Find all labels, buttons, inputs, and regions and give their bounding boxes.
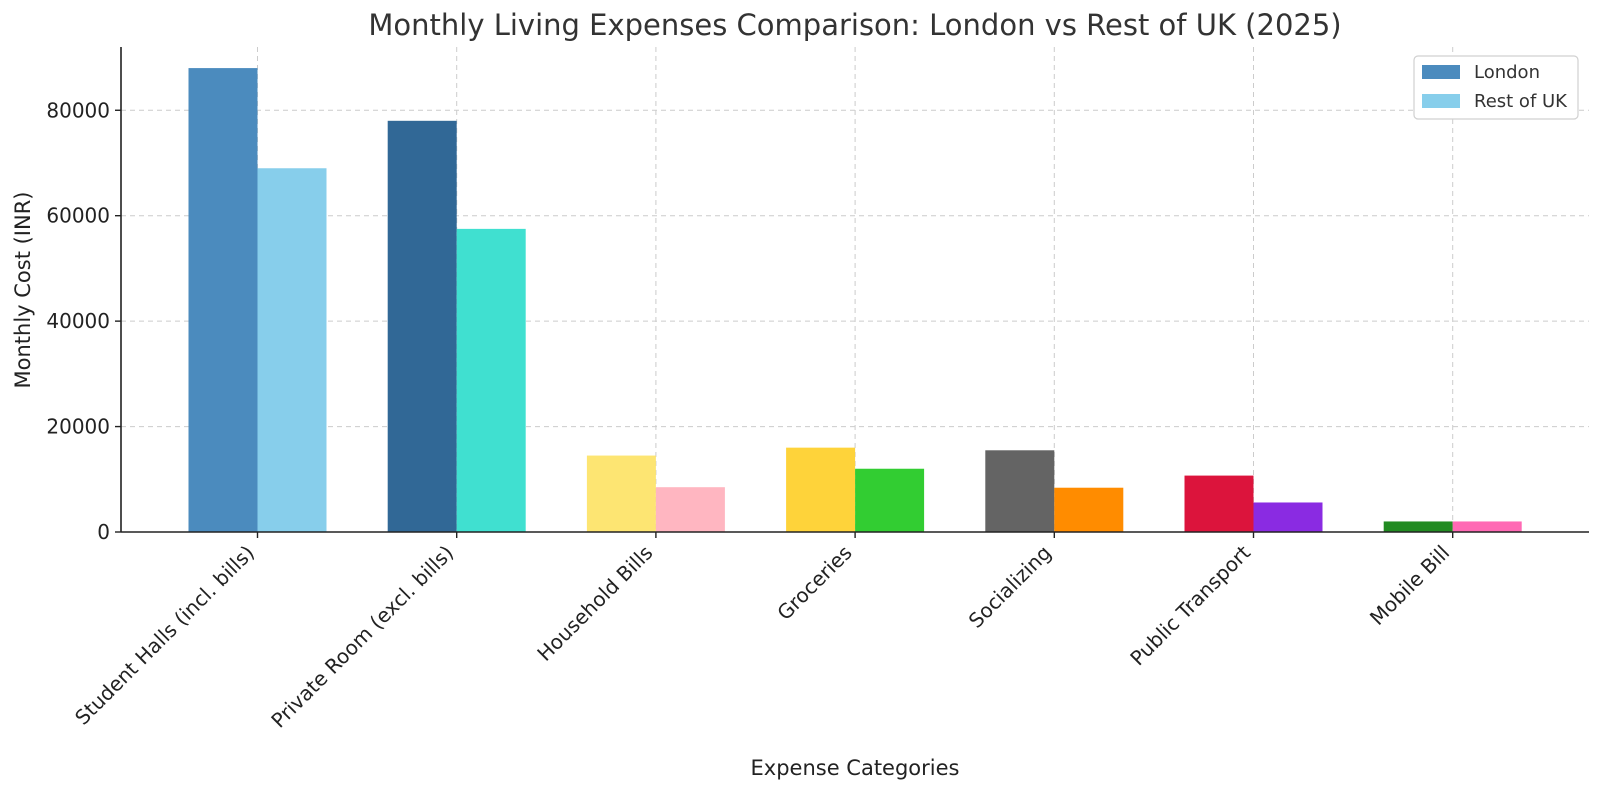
x-axis-title: Expense Categories — [751, 756, 960, 780]
y-tick-label: 20000 — [46, 415, 110, 439]
bar-london — [985, 450, 1055, 532]
grid-lines — [121, 47, 1589, 532]
x-tick-label: Public Transport — [1125, 540, 1255, 670]
y-tick-labels: 0 20000 40000 60000 80000 — [46, 98, 121, 544]
bar-london — [1184, 475, 1254, 532]
y-tick-label: 0 — [97, 520, 110, 544]
legend-label-rest-of-uk: Rest of UK — [1474, 91, 1568, 112]
x-tick-labels: Student Halls (incl. bills) Private Room … — [70, 532, 1454, 733]
chart-title: Monthly Living Expenses Comparison: Lond… — [368, 8, 1341, 42]
x-tick-label: Socializing — [964, 541, 1056, 633]
bar-london — [188, 68, 258, 532]
bar-rest-of-uk — [855, 468, 925, 532]
bar-rest-of-uk — [1452, 521, 1522, 532]
y-tick-label: 60000 — [46, 204, 110, 228]
bar-rest-of-uk — [257, 168, 327, 532]
legend-label-london: London — [1474, 62, 1540, 83]
bar-london — [1383, 521, 1453, 532]
legend-swatch-london — [1422, 65, 1460, 79]
x-tick-label: Mobile Bill — [1365, 541, 1454, 630]
bar-london — [586, 455, 656, 532]
bar-london — [786, 447, 856, 532]
y-tick-label: 80000 — [46, 98, 110, 122]
x-tick-label: Private Room (excl. bills) — [266, 541, 458, 733]
x-tick-label: Household Bills — [532, 541, 657, 666]
legend-swatch-rest-of-uk — [1422, 94, 1460, 108]
bar-rest-of-uk — [1054, 487, 1124, 532]
x-tick-label: Groceries — [772, 541, 856, 625]
x-tick-label: Student Halls (incl. bills) — [70, 541, 259, 730]
bar-london — [387, 120, 457, 532]
bars — [188, 68, 1522, 532]
bar-rest-of-uk — [456, 228, 526, 532]
y-axis-title: Monthly Cost (INR) — [11, 192, 35, 389]
bar-rest-of-uk — [1253, 502, 1323, 532]
y-tick-label: 40000 — [46, 309, 110, 333]
bar-rest-of-uk — [655, 487, 725, 532]
legend: London Rest of UK — [1413, 55, 1579, 120]
